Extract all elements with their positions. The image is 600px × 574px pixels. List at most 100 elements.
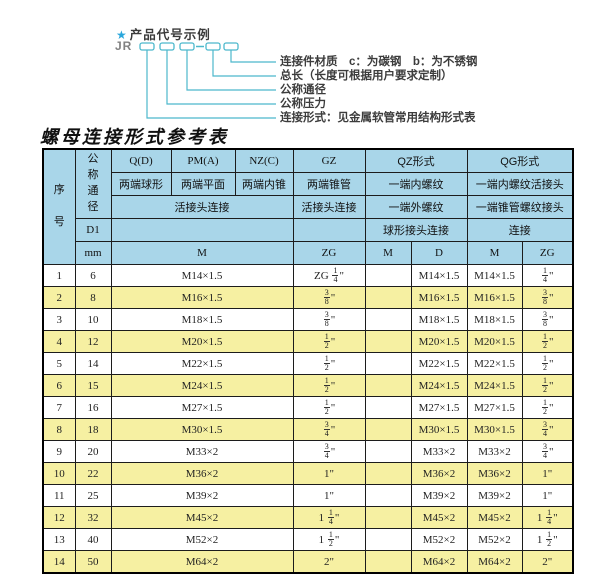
header-unit-qg-zg: ZG — [521, 241, 574, 265]
cell-gz: ZG 1 4 " — [292, 264, 366, 287]
cell-seq: 11 — [42, 484, 76, 507]
header-group-qg: QG形式 — [466, 148, 574, 173]
cell-qz-m — [364, 396, 412, 419]
cell-qz-m — [364, 374, 412, 397]
product-code-diagram: ★ 产品代号示例 JR 连接件材质 c：为碳钢 b：为不锈钢 总长（长度可根据用户… — [0, 0, 600, 125]
cell-m: M64×2 — [110, 550, 294, 574]
connector-line-3 — [186, 50, 276, 91]
connector-line-4 — [166, 50, 276, 105]
connector-line-5 — [146, 50, 276, 119]
cell-qg-zg: 2" — [521, 550, 574, 574]
header-type-pma: 两端平面 — [170, 172, 236, 196]
product-code-example-label: 产品代号示例 — [129, 28, 211, 42]
cell-qg-zg: 1 2 " — [521, 396, 574, 419]
cell-qz-d: M39×2 — [410, 484, 468, 507]
cell-m: M16×1.5 — [110, 286, 294, 309]
header-mm: mm — [74, 241, 112, 265]
cell-seq: 1 — [42, 264, 76, 287]
cell-gz: 1 2 " — [292, 330, 366, 353]
cell-gz: 3 4 " — [292, 440, 366, 463]
code-box-2 — [159, 42, 175, 51]
cell-qg-m: M20×1.5 — [466, 330, 523, 353]
table-row: 11 25 M39×2 1" M39×2 M39×2 1" — [42, 484, 574, 507]
cell-qz-m — [364, 352, 412, 375]
cell-qg-m: M27×1.5 — [466, 396, 523, 419]
cell-qg-zg: 1 1 2 " — [521, 528, 574, 551]
cell-qz-m — [364, 462, 412, 485]
cell-qz-d: M24×1.5 — [410, 374, 468, 397]
cell-qz-m — [364, 264, 412, 287]
cell-qz-m — [364, 550, 412, 574]
cell-m: M24×1.5 — [110, 374, 294, 397]
cell-gz: 1 2 " — [292, 352, 366, 375]
header-type-nzc: 两端内锥 — [234, 172, 294, 196]
cell-mm: 32 — [74, 506, 112, 529]
header-row-units: mm M ZG M D M ZG — [43, 241, 574, 265]
cell-mm: 8 — [74, 286, 112, 309]
cell-mm: 20 — [74, 440, 112, 463]
header-unit-m: M — [110, 241, 294, 265]
cell-m: M30×1.5 — [110, 418, 294, 441]
cell-mm: 14 — [74, 352, 112, 375]
header-type-qd: 两端球形 — [110, 172, 172, 196]
cell-mm: 18 — [74, 418, 112, 441]
header-type-gz: 两端锥管 — [292, 172, 366, 196]
cell-m: M14×1.5 — [110, 264, 294, 287]
nut-connection-table: 序号 公称通径 Q(D) PM(A) NZ(C) GZ QZ形式 QG形式 两端… — [42, 148, 574, 574]
cell-gz: 3 8 " — [292, 308, 366, 331]
star-icon: ★ — [116, 28, 128, 42]
header-group-qz: QZ形式 — [364, 148, 468, 173]
header-nominal-diameter: 公称通径 — [74, 148, 112, 219]
cell-qz-m — [364, 528, 412, 551]
cell-mm: 6 — [74, 264, 112, 287]
cell-qz-d: M45×2 — [410, 506, 468, 529]
code-box-3 — [179, 42, 195, 51]
code-connector-graphics — [139, 42, 276, 119]
table-row: 8 18 M30×1.5 3 4 " M30×1.5 M30×1.5 3 4 " — [42, 418, 574, 441]
header-d1-blank-1 — [110, 218, 294, 242]
cell-seq: 9 — [42, 440, 76, 463]
cell-qg-m: M14×1.5 — [466, 264, 523, 287]
cell-qz-m — [364, 330, 412, 353]
cell-qg-zg: 1" — [521, 462, 574, 485]
cell-mm: 50 — [74, 550, 112, 574]
connector-line-2 — [212, 50, 276, 77]
header-group-pma: PM(A) — [170, 148, 236, 173]
cell-qg-m: M22×1.5 — [466, 352, 523, 375]
header-unit-zg: ZG — [292, 241, 366, 265]
table-row: 3 10 M18×1.5 3 8 " M18×1.5 M18×1.5 3 8 " — [42, 308, 574, 331]
cell-qg-m: M64×2 — [466, 550, 523, 574]
table-row: 7 16 M27×1.5 1 2 " M27×1.5 M27×1.5 1 2 " — [42, 396, 574, 419]
cell-seq: 5 — [42, 352, 76, 375]
table-row: 2 8 M16×1.5 3 8 " M16×1.5 M16×1.5 3 8 " — [42, 286, 574, 309]
header-row-d1: D1 球形接头连接 连接 — [43, 218, 574, 242]
code-label-connection: 连接形式：见金属软管常用结构形式表 — [280, 112, 476, 124]
cell-m: M22×1.5 — [110, 352, 294, 375]
header-row-groups: 序号 公称通径 Q(D) PM(A) NZ(C) GZ QZ形式 QG形式 — [42, 148, 574, 265]
cell-qg-m: M36×2 — [466, 462, 523, 485]
table-header: 序号 公称通径 Q(D) PM(A) NZ(C) GZ QZ形式 QG形式 两端… — [42, 148, 574, 265]
cell-m: M33×2 — [110, 440, 294, 463]
cell-gz: 1 1 4 " — [292, 506, 366, 529]
cell-qg-m: M24×1.5 — [466, 374, 523, 397]
reference-table: 序号 公称通径 Q(D) PM(A) NZ(C) GZ QZ形式 QG形式 两端… — [42, 148, 574, 574]
header-seq: 序号 — [42, 148, 76, 265]
header-conn-qg: 一端锥管螺纹接头 — [466, 195, 574, 219]
table-row: 10 22 M36×2 1" M36×2 M36×2 1" — [42, 462, 574, 485]
cell-mm: 16 — [74, 396, 112, 419]
cell-qg-m: M33×2 — [466, 440, 523, 463]
cell-qg-zg: 3 4 " — [521, 440, 574, 463]
cell-seq: 6 — [42, 374, 76, 397]
header-unit-qg-m: M — [466, 241, 523, 265]
header-group-nzc: NZ(C) — [234, 148, 294, 173]
cell-mm: 12 — [74, 330, 112, 353]
cell-qg-zg: 1" — [521, 484, 574, 507]
cell-gz: 1" — [292, 484, 366, 507]
table-body: 1 6 M14×1.5 ZG 1 4 " M14×1.5 M14×1.5 1 4 " 2… — [42, 264, 574, 574]
cell-mm: 10 — [74, 308, 112, 331]
cell-gz: 1" — [292, 462, 366, 485]
cell-gz: 2" — [292, 550, 366, 574]
header-conn-union: 活接头连接 — [110, 195, 294, 219]
cell-qg-zg: 1 1 4 " — [521, 506, 574, 529]
cell-qz-d: M20×1.5 — [410, 330, 468, 353]
